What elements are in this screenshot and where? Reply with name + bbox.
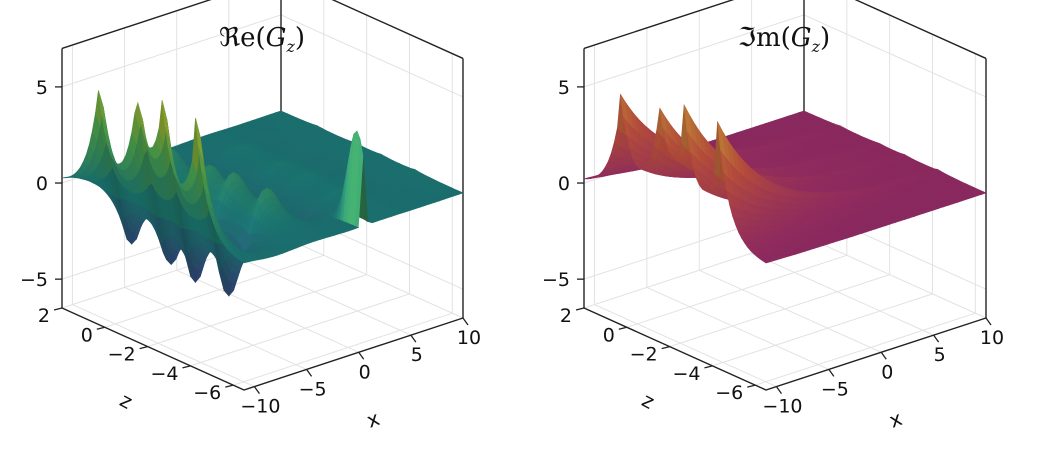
z-tick-label: −2 — [108, 344, 136, 366]
z-tick-label: 2 — [560, 305, 572, 327]
value-axis-ticks: 5 0 −5 — [542, 77, 584, 291]
z-tick-label: −6 — [715, 382, 743, 404]
x-axis-label: x — [363, 406, 382, 433]
chart-title: ℑm(Gz) — [738, 23, 830, 56]
im-gz-surface-plot: 2 0 −2 −4 −6 z −10 −5 0 5 10 x 5 0 −5 ℑm(Gz) — [542, 0, 1004, 433]
x-tick-label: 10 — [980, 327, 1004, 349]
x-axis-ticks: −10 −5 0 5 10 — [240, 318, 481, 418]
z-axis-ticks: 2 0 −2 −4 −6 — [560, 305, 755, 404]
x-tick-label: 5 — [411, 344, 423, 366]
re-gz-surface-plot: 2 0 −2 −4 −6 z −10 −5 0 5 10 x 5 0 −5 ℜe(Gz) — [20, 0, 481, 433]
x-tick-label: 0 — [881, 361, 893, 383]
value-tick-label: 5 — [558, 77, 570, 99]
z-tick-label: 0 — [603, 324, 615, 346]
surface-mesh — [62, 90, 463, 296]
z-tick-label: 0 — [81, 324, 93, 346]
x-tick-label: −5 — [821, 378, 849, 400]
x-tick-label: −5 — [299, 378, 327, 400]
z-axis-label: z — [116, 388, 137, 414]
value-tick-label: −5 — [20, 269, 48, 291]
z-tick-label: −4 — [672, 363, 700, 385]
x-tick-label: 0 — [359, 361, 371, 383]
value-tick-label: 5 — [36, 77, 48, 99]
x-tick-label: −10 — [762, 396, 802, 418]
value-tick-label: 0 — [36, 173, 48, 195]
x-tick-label: −10 — [240, 396, 280, 418]
value-tick-label: 0 — [558, 173, 570, 195]
z-axis-ticks: 2 0 −2 −4 −6 — [38, 305, 233, 404]
z-tick-label: −4 — [150, 363, 178, 385]
surface-mesh — [584, 94, 986, 263]
z-tick-label: −2 — [630, 344, 658, 366]
x-tick-label: 10 — [457, 327, 481, 349]
value-tick-label: −5 — [542, 269, 570, 291]
z-tick-label: −6 — [193, 382, 221, 404]
x-axis-label: x — [886, 406, 905, 433]
z-axis-label: z — [638, 388, 659, 414]
x-axis-ticks: −10 −5 0 5 10 — [762, 318, 1004, 418]
value-axis-ticks: 5 0 −5 — [20, 77, 62, 291]
chart-title: ℜe(Gz) — [219, 23, 305, 56]
x-tick-label: 5 — [934, 344, 946, 366]
z-tick-label: 2 — [38, 305, 50, 327]
